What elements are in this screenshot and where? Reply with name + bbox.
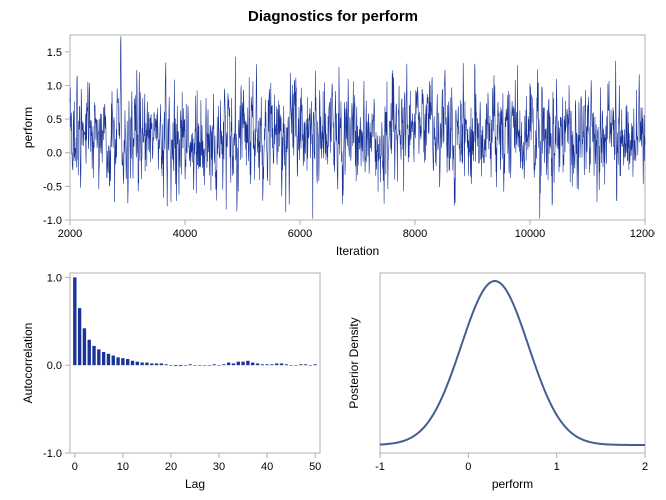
svg-text:0.5: 0.5 <box>47 114 62 126</box>
svg-text:30: 30 <box>213 461 225 473</box>
svg-text:40: 40 <box>261 461 273 473</box>
svg-text:Lag: Lag <box>185 477 205 491</box>
figure-title: Diagnostics for perform <box>0 8 666 25</box>
svg-text:-0.5: -0.5 <box>43 181 62 193</box>
svg-text:-1.0: -1.0 <box>43 448 62 460</box>
svg-text:Autocorrelation: Autocorrelation <box>21 323 35 404</box>
svg-text:Posterior Density: Posterior Density <box>347 317 361 408</box>
posterior-density-plot: -1 0 1 2 perform Posterior Density <box>338 268 653 495</box>
svg-text:Iteration: Iteration <box>336 244 379 258</box>
svg-text:4000: 4000 <box>173 228 197 240</box>
svg-text:6000: 6000 <box>288 228 312 240</box>
svg-text:0: 0 <box>465 461 471 473</box>
svg-text:1.5: 1.5 <box>47 47 62 59</box>
svg-text:0: 0 <box>72 461 78 473</box>
svg-text:1.0: 1.0 <box>47 272 62 284</box>
svg-text:2000: 2000 <box>58 228 82 240</box>
svg-text:0.0: 0.0 <box>47 360 62 372</box>
autocorrelation-plot: 0 10 20 30 40 50 -1.0 0.0 1.0 Lag Autocorrelation <box>20 268 328 495</box>
svg-text:20: 20 <box>165 461 177 473</box>
svg-text:10000: 10000 <box>515 228 546 240</box>
svg-text:perform: perform <box>21 107 35 148</box>
svg-text:perform: perform <box>492 477 533 491</box>
svg-text:-1: -1 <box>375 461 385 473</box>
svg-text:8000: 8000 <box>403 228 427 240</box>
diagnostics-figure: Diagnostics for perform 2000400060008000… <box>0 0 666 500</box>
svg-text:1: 1 <box>554 461 560 473</box>
svg-text:10: 10 <box>117 461 129 473</box>
svg-text:1.0: 1.0 <box>47 80 62 92</box>
svg-text:50: 50 <box>309 461 321 473</box>
svg-text:0.0: 0.0 <box>47 148 62 160</box>
svg-text:12000: 12000 <box>630 228 655 240</box>
svg-text:2: 2 <box>642 461 648 473</box>
svg-text:-1.0: -1.0 <box>43 215 62 227</box>
trace-plot: 2000 4000 6000 8000 10000 12000 -1.0 -0.5 0.0 0.5… <box>20 30 655 260</box>
